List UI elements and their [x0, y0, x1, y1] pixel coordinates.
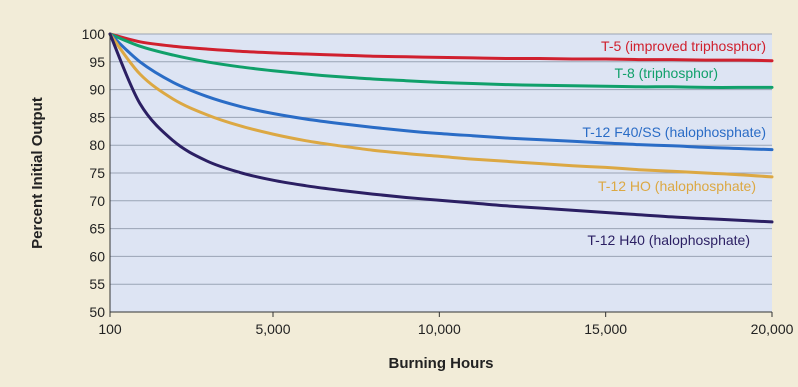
series-line [108, 32, 774, 63]
series-label: T-12 F40/SS (halophosphate) [582, 124, 766, 140]
x-tick-label: 20,000 [751, 321, 794, 337]
y-tick-label: 100 [82, 26, 106, 42]
series-line [108, 32, 774, 89]
series-line [108, 32, 774, 179]
series-line [108, 32, 774, 152]
x-axis-title: Burning Hours [389, 355, 494, 372]
y-tick-label: 60 [89, 248, 105, 264]
y-tick-label: 90 [89, 82, 105, 98]
series-label: T-12 H40 (halophosphate) [587, 232, 750, 248]
gridlines [110, 33, 772, 313]
y-tick-label: 85 [89, 109, 105, 125]
series-label: T-5 (improved triphosphor) [601, 38, 766, 54]
y-tick-label: 70 [89, 193, 105, 209]
y-tick-label: 95 [89, 54, 105, 70]
series-label: T-12 HO (halophosphate) [598, 178, 756, 194]
y-tick-label: 75 [89, 165, 105, 181]
x-axis-tick-labels: 100 5,000 10,000 15,000 20,000 [98, 312, 794, 337]
y-axis-title: Percent Initial Output [29, 97, 46, 249]
series-label: T-8 (triphosphor) [615, 65, 718, 81]
series-line [108, 32, 774, 224]
y-axis-tick-labels: 50 55 60 65 70 75 80 85 90 95 100 [82, 26, 106, 320]
series-labels: T-5 (improved triphosphor) T-8 (triphosph… [582, 38, 766, 248]
y-tick-label: 50 [89, 304, 105, 320]
x-tick-label: 5,000 [255, 321, 290, 337]
series-lines [108, 32, 774, 224]
y-tick-label: 80 [89, 137, 105, 153]
x-tick-label: 15,000 [584, 321, 627, 337]
y-tick-label: 65 [89, 221, 105, 237]
x-tick-label: 100 [98, 321, 122, 337]
x-tick-label: 10,000 [418, 321, 461, 337]
y-tick-label: 55 [89, 276, 105, 292]
